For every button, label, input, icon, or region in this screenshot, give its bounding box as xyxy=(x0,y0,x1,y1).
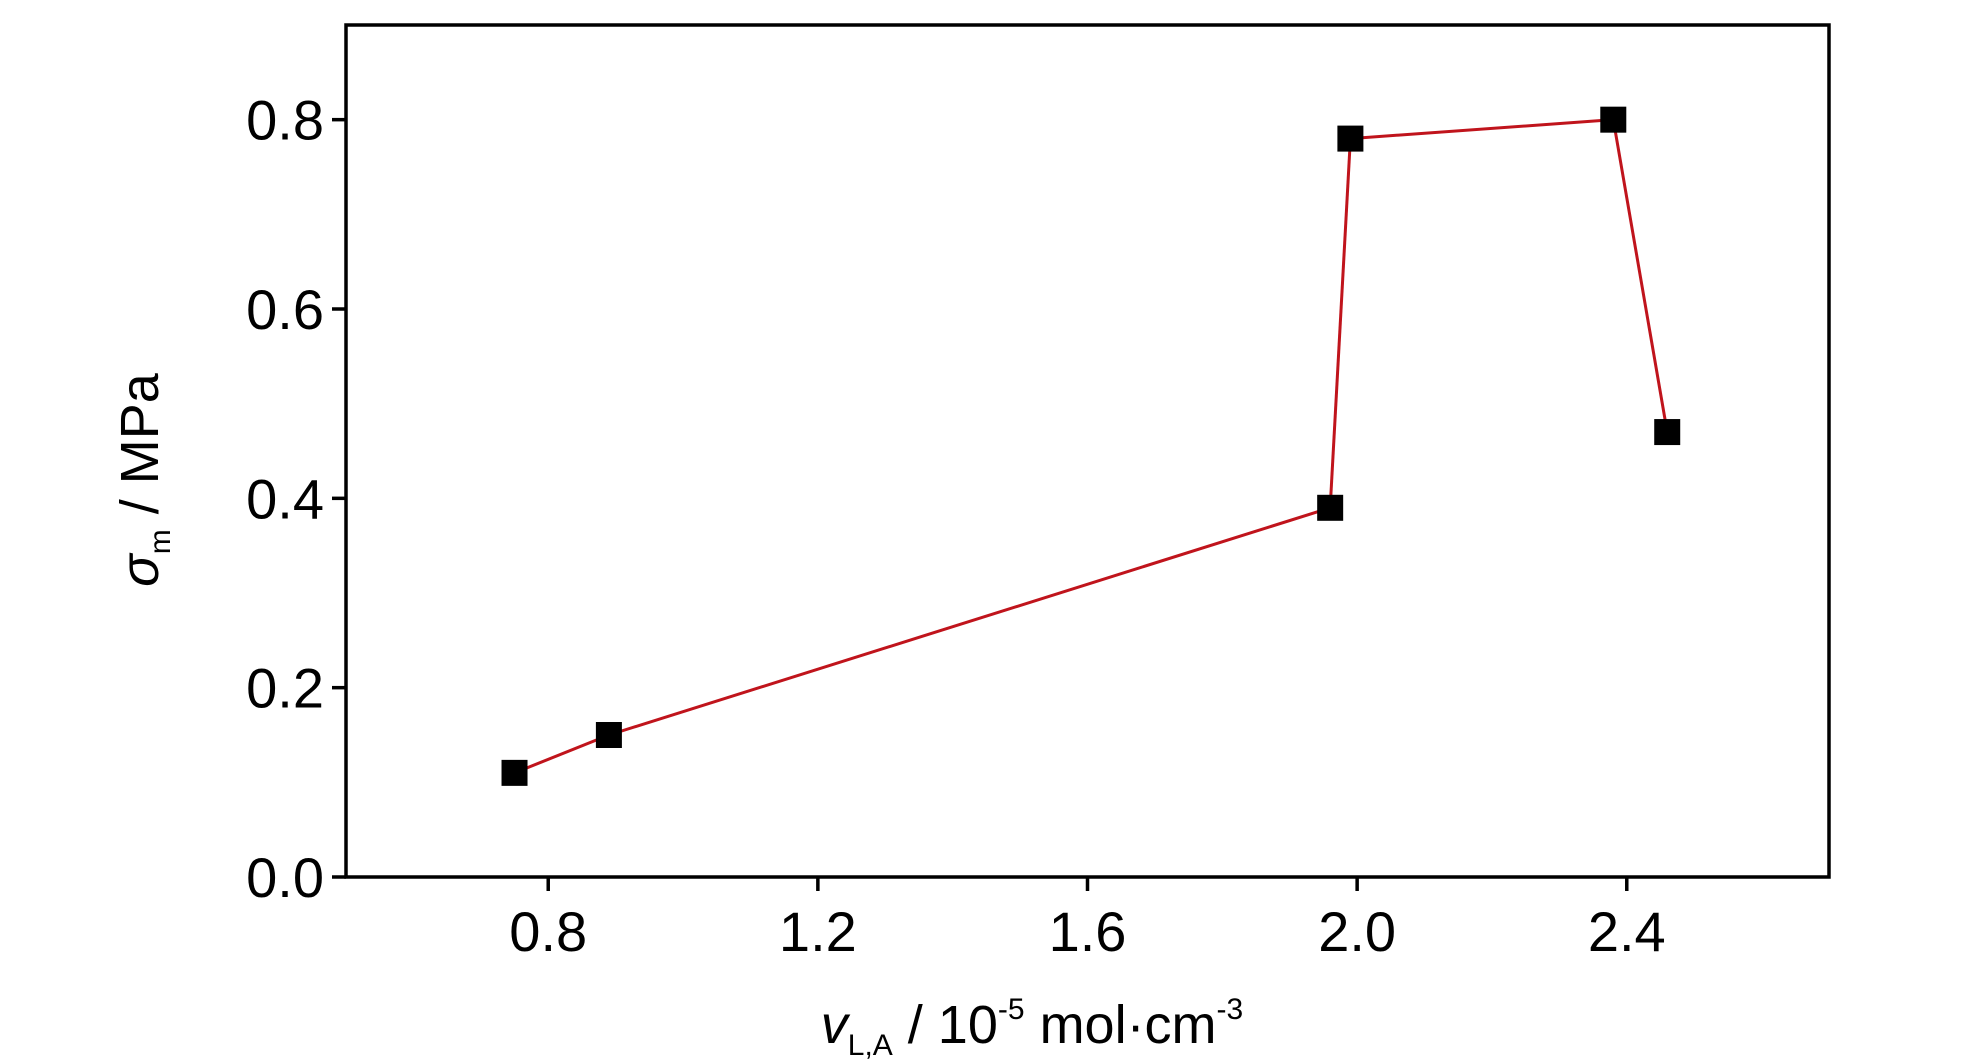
series-line-segment xyxy=(1350,118,1614,141)
x-tick-label: 2.0 xyxy=(1318,900,1396,963)
y-tick-label: 0.4 xyxy=(246,467,324,530)
y-tick-label: 0.6 xyxy=(246,278,324,341)
y-axis: 0.0 0.2 0.4 0.6 0.8 xyxy=(246,89,346,909)
series-line-segment xyxy=(1611,119,1669,433)
y-axis-title: σm / MPa xyxy=(110,372,177,587)
data-point-marker xyxy=(1600,106,1627,133)
data-point-marker xyxy=(1317,494,1344,521)
x-axis-title: vL,A / 10-5 mol·cm-3 xyxy=(821,993,1243,1062)
series-line-segment xyxy=(608,506,1331,737)
x-tick-label: 2.4 xyxy=(1588,900,1666,963)
plot-frame xyxy=(344,23,1831,879)
x-tick-label: 1.2 xyxy=(779,900,857,963)
data-point-marker xyxy=(1337,125,1364,152)
data-point-marker xyxy=(501,759,528,786)
data-point-marker xyxy=(595,722,622,748)
y-tick-label: 0.2 xyxy=(246,657,324,720)
x-tick-label: 1.6 xyxy=(1049,900,1127,963)
x-axis: 0.8 1.2 1.6 2.0 2.4 xyxy=(509,877,1666,963)
series-line-segment xyxy=(513,733,610,775)
series-layer xyxy=(501,106,1681,786)
x-tick-label: 0.8 xyxy=(509,900,587,963)
data-point-marker xyxy=(1654,419,1681,446)
y-tick-label: 0.0 xyxy=(246,846,324,909)
y-tick-label: 0.8 xyxy=(246,89,324,152)
series-line-segment xyxy=(1328,138,1352,508)
